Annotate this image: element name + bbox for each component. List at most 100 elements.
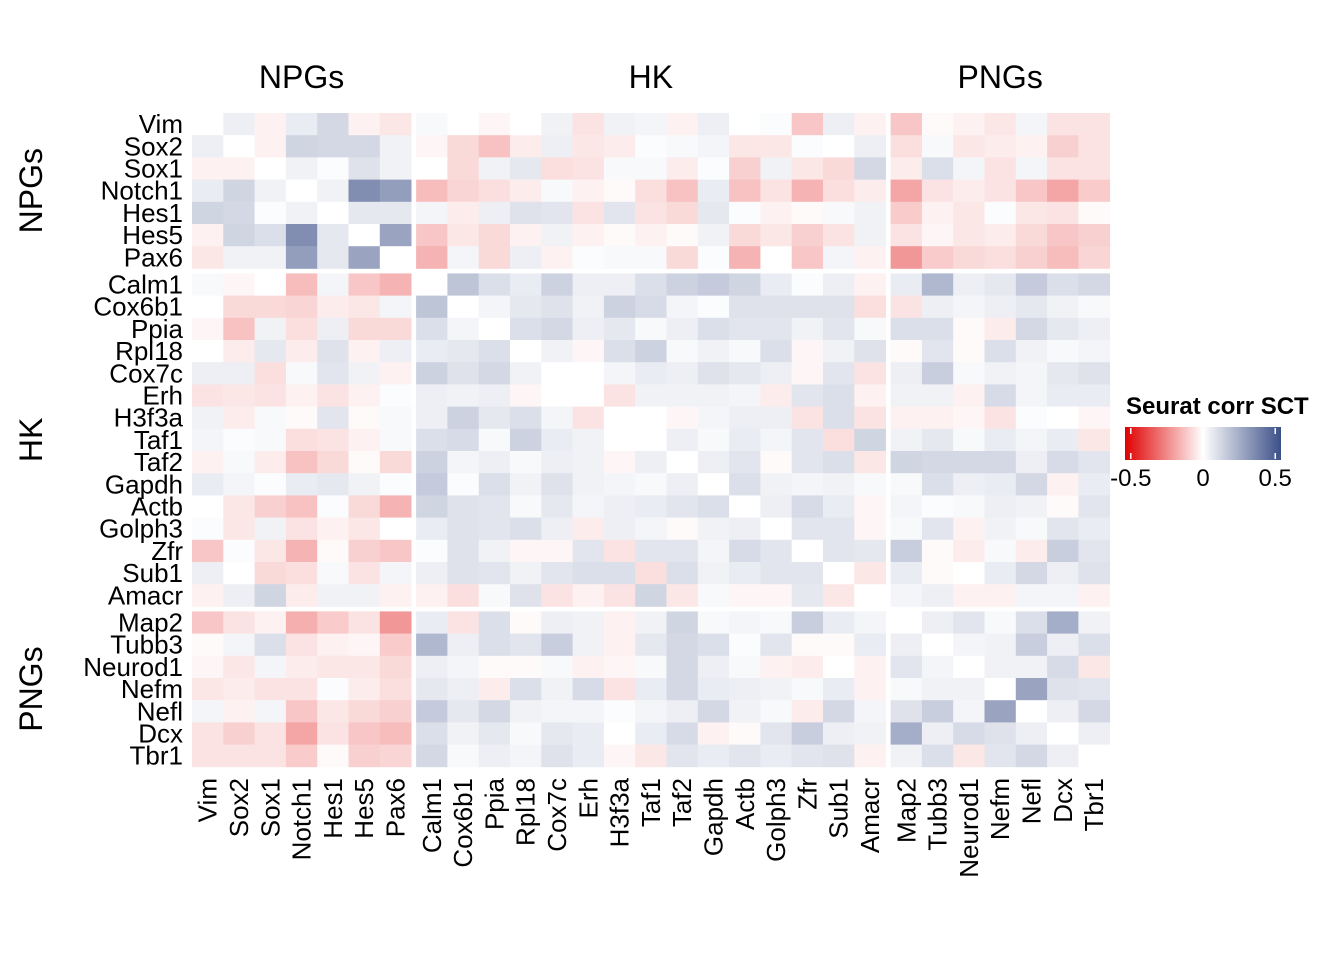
- heatmap-cell-vim-pax6: [379, 113, 412, 136]
- heatmap-cell-actb-ppia: [478, 495, 511, 518]
- heatmap-cell-zfr-rpl18: [510, 539, 542, 563]
- heatmap-cell-gapdh-hes5: [348, 473, 381, 496]
- heatmap-cell-rpl18-sub1: [823, 340, 855, 363]
- heatmap-cell-actb-h3f3a: [603, 495, 636, 518]
- heatmap-cell-sub1-tbr1: [1078, 562, 1111, 585]
- heatmap-cell-gapdh-cox7c: [541, 473, 573, 496]
- heatmap-cell-sub1-pax6: [379, 562, 412, 585]
- heatmap-cell-taf1-erh: [572, 428, 605, 452]
- heatmap-cell-sox1-nefm: [984, 157, 1017, 180]
- heatmap-cell-zfr-cox7c: [541, 539, 573, 563]
- heatmap-cell-calm1-vim: [192, 273, 224, 296]
- heatmap-cell-erh-dcx: [1047, 384, 1079, 407]
- heatmap-cell-taf1-sub1: [823, 428, 855, 452]
- heatmap-cell-calm1-rpl18: [510, 273, 542, 296]
- heatmap-cell-cox6b1-taf1: [635, 295, 667, 319]
- heatmap-cell-map2-neurod1: [953, 611, 985, 634]
- heatmap-cell-h3f3a-taf2: [666, 406, 699, 430]
- heatmap-cell-map2-cox7c: [541, 611, 573, 634]
- heatmap-cell-tubb3-zfr: [791, 633, 824, 657]
- heatmap-cell-cox6b1-tubb3: [921, 295, 954, 319]
- heatmap-cell-sox2-vim: [192, 135, 224, 158]
- heatmap-cell-notch1-sub1: [823, 179, 855, 203]
- heatmap-cell-ppia-cox7c: [541, 317, 573, 341]
- heatmap-cell-neurod1-map2: [890, 655, 923, 679]
- heatmap-cell-sox1-amacr: [854, 157, 886, 180]
- heatmap-cell-pax6-hes1: [317, 246, 349, 269]
- heatmap-cell-nefm-erh: [572, 678, 605, 701]
- heatmap-cell-ppia-erh: [572, 317, 605, 341]
- heatmap-cell-zfr-nefl: [1015, 539, 1048, 563]
- heatmap-cell-taf1-golph3: [760, 428, 793, 452]
- heatmap-cell-taf1-neurod1: [953, 428, 985, 452]
- heatmap-cell-nefl-h3f3a: [603, 700, 636, 723]
- heatmap-cell-notch1-notch1: [285, 179, 318, 203]
- heatmap-cell-zfr-neurod1: [953, 539, 985, 563]
- heatmap-cell-hes5-rpl18: [510, 224, 542, 247]
- heatmap-cell-tubb3-h3f3a: [603, 633, 636, 657]
- heatmap-cell-neurod1-taf2: [666, 655, 699, 679]
- heatmap-cell-nefm-calm1: [416, 678, 448, 701]
- heatmap-cell-taf2-sox1: [254, 451, 287, 474]
- heatmap-cell-hes5-hes1: [317, 224, 349, 247]
- heatmap-cell-nefm-amacr: [854, 678, 886, 701]
- heatmap-cell-ppia-rpl18: [510, 317, 542, 341]
- heatmap-cell-actb-cox7c: [541, 495, 573, 518]
- heatmap-cell-vim-golph3: [760, 113, 793, 136]
- heatmap-cell-golph3-cox6b1: [447, 517, 480, 541]
- heatmap-cell-sub1-nefl: [1015, 562, 1048, 585]
- row-label: H3f3a: [114, 403, 184, 433]
- heatmap-cell-erh-golph3: [760, 384, 793, 407]
- heatmap-cell-calm1-dcx: [1047, 273, 1079, 296]
- heatmap-cell-cox7c-golph3: [760, 362, 793, 385]
- heatmap-cell-vim-cox7c: [541, 113, 573, 136]
- heatmap-cell-nefl-map2: [890, 700, 923, 723]
- heatmap-cell-gapdh-tubb3: [921, 473, 954, 496]
- heatmap-cell-calm1-nefm: [984, 273, 1017, 296]
- heatmap-cell-hes1-tubb3: [921, 201, 954, 225]
- heatmap-cell-taf1-ppia: [478, 428, 511, 452]
- heatmap-cell-map2-golph3: [760, 611, 793, 634]
- heatmap-cell-cox7c-neurod1: [953, 362, 985, 385]
- heatmap-cell-dcx-amacr: [854, 722, 886, 745]
- heatmap-cell-zfr-sub1: [823, 539, 855, 563]
- heatmap-cell-tbr1-sox1: [254, 744, 287, 768]
- row-label: Vim: [139, 109, 183, 139]
- heatmap-cell-notch1-golph3: [760, 179, 793, 203]
- heatmap-cell-h3f3a-vim: [192, 406, 224, 430]
- heatmap-cell-dcx-pax6: [379, 722, 412, 745]
- heatmap-cell-map2-tbr1: [1078, 611, 1111, 634]
- heatmap-cell-taf1-pax6: [379, 428, 412, 452]
- heatmap-cell-h3f3a-tubb3: [921, 406, 954, 430]
- heatmap-cell-taf1-tubb3: [921, 428, 954, 452]
- heatmap-cell-map2-zfr: [791, 611, 824, 634]
- heatmap-cell-actb-taf1: [635, 495, 667, 518]
- heatmap-cell-sub1-map2: [890, 562, 923, 585]
- heatmap-cell-gapdh-nefm: [984, 473, 1017, 496]
- heatmap-cell-vim-zfr: [791, 113, 824, 136]
- heatmap-cell-actb-nefm: [984, 495, 1017, 518]
- heatmap-cell-sox1-nefl: [1015, 157, 1048, 180]
- heatmap-cell-dcx-tubb3: [921, 722, 954, 745]
- heatmap-cell-sox1-sub1: [823, 157, 855, 180]
- heatmap-cell-sub1-tubb3: [921, 562, 954, 585]
- heatmap-cell-pax6-ppia: [478, 246, 511, 269]
- heatmap-cell-gapdh-sox2: [223, 473, 255, 496]
- heatmap-cell-sox1-calm1: [416, 157, 448, 180]
- heatmap-cell-actb-calm1: [416, 495, 448, 518]
- heatmap-cell-cox7c-zfr: [791, 362, 824, 385]
- heatmap-cell-cox6b1-sub1: [823, 295, 855, 319]
- heatmap-cell-ppia-gapdh: [697, 317, 730, 341]
- heatmap-cell-pax6-tubb3: [921, 246, 954, 269]
- column-label: Taf2: [667, 778, 697, 827]
- heatmap-cell-sox2-nefm: [984, 135, 1017, 158]
- heatmap-cell-dcx-vim: [192, 722, 224, 745]
- heatmap-cell-erh-erh: [572, 384, 605, 407]
- heatmap-cell-nefl-cox7c: [541, 700, 573, 723]
- heatmap-cell-neurod1-rpl18: [510, 655, 542, 679]
- heatmap-cell-hes5-gapdh: [697, 224, 730, 247]
- heatmap-cell-hes1-zfr: [791, 201, 824, 225]
- heatmap-cell-h3f3a-tbr1: [1078, 406, 1111, 430]
- heatmap-cell-cox7c-nefm: [984, 362, 1017, 385]
- heatmap-cell-sox1-sox1: [254, 157, 287, 180]
